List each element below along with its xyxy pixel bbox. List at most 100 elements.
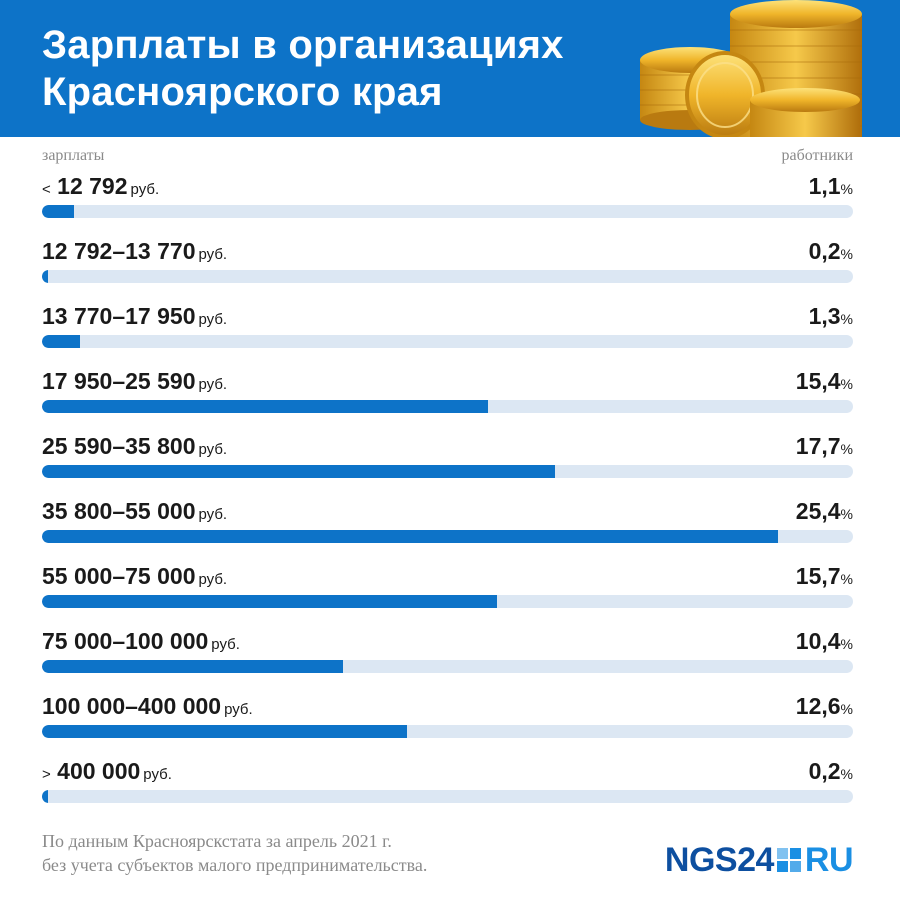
range-value: 55 000–75 000	[42, 563, 196, 589]
chart-row: 35 800–55 000 руб. 25,4%	[42, 497, 853, 547]
chart-row: 17 950–25 590 руб. 15,4%	[42, 367, 853, 417]
bar-track	[42, 400, 853, 413]
share-number: 25,4	[795, 498, 841, 524]
logo-suffix: RU	[804, 840, 854, 879]
logo-text: NGS24	[664, 840, 775, 879]
share-number: 15,7	[795, 563, 841, 589]
range-value: 12 792–13 770	[42, 238, 196, 264]
bar-track	[42, 465, 853, 478]
worker-share-label: 15,4%	[796, 367, 853, 398]
ngs24-logo: NGS24 RU	[664, 840, 854, 880]
share-percent-sign: %	[840, 636, 853, 652]
chart-row: 25 590–35 800 руб. 17,7%	[42, 432, 853, 482]
gold-coins-icon	[640, 0, 862, 137]
share-percent-sign: %	[840, 506, 853, 522]
range-value: 75 000–100 000	[42, 628, 209, 654]
share-percent-sign: %	[840, 571, 853, 587]
range-unit: руб.	[198, 246, 228, 263]
salary-range-label: > 400 000 руб.	[42, 757, 172, 789]
share-percent-sign: %	[840, 441, 853, 457]
bar-track	[42, 595, 853, 608]
range-value: 13 770–17 950	[42, 303, 196, 329]
range-value: 100 000–400 000	[42, 693, 222, 719]
title-line-1: Зарплаты в организациях	[42, 23, 564, 67]
range-unit: руб.	[198, 571, 228, 588]
column-header-workers: работники	[781, 147, 853, 164]
worker-share-label: 1,1%	[809, 172, 853, 203]
bar-track	[42, 270, 853, 283]
worker-share-label: 10,4%	[796, 627, 853, 658]
salary-range-label: 35 800–55 000 руб.	[42, 497, 227, 529]
range-value: 12 792	[57, 173, 128, 199]
range-value: 25 590–35 800	[42, 433, 196, 459]
chart-row: 13 770–17 950 руб. 1,3%	[42, 302, 853, 352]
chart-row: 75 000–100 000 руб. 10,4%	[42, 627, 853, 677]
bar	[42, 725, 407, 738]
chart-row: 12 792–13 770 руб. 0,2%	[42, 237, 853, 287]
bar	[42, 530, 778, 543]
worker-share-label: 25,4%	[796, 497, 853, 528]
share-percent-sign: %	[840, 246, 853, 262]
salary-range-label: 17 950–25 590 руб.	[42, 367, 227, 399]
share-number: 17,7	[795, 433, 841, 459]
share-percent-sign: %	[840, 701, 853, 717]
range-unit: руб.	[198, 376, 228, 393]
worker-share-label: 15,7%	[796, 562, 853, 593]
source-line-1: По данным Красноярскстата за апрель 2021…	[42, 831, 392, 851]
share-number: 1,3	[808, 303, 841, 329]
share-number: 0,2	[808, 238, 841, 264]
salary-range-label: < 12 792 руб.	[42, 172, 159, 204]
chart-row: 55 000–75 000 руб. 15,7%	[42, 562, 853, 612]
share-number: 0,2	[808, 758, 841, 784]
share-percent-sign: %	[840, 376, 853, 392]
bar-track	[42, 335, 853, 348]
share-number: 15,4	[795, 368, 841, 394]
range-value: 17 950–25 590	[42, 368, 196, 394]
bar	[42, 595, 497, 608]
chart-row: > 400 000 руб. 0,2%	[42, 757, 853, 807]
bar-track	[42, 205, 853, 218]
range-prefix: <	[42, 181, 51, 198]
share-percent-sign: %	[840, 311, 853, 327]
column-header-salaries: зарплаты	[42, 147, 105, 164]
salary-range-label: 100 000–400 000 руб.	[42, 692, 253, 724]
salary-range-label: 75 000–100 000 руб.	[42, 627, 240, 659]
worker-share-label: 0,2%	[809, 757, 853, 788]
page-title: Зарплаты в организациях Красноярского кр…	[42, 22, 622, 116]
range-unit: руб.	[198, 441, 228, 458]
source-note: По данным Красноярскстата за апрель 2021…	[42, 829, 602, 877]
bar	[42, 465, 555, 478]
range-unit: руб.	[198, 506, 228, 523]
bar-track	[42, 530, 853, 543]
bar	[42, 335, 80, 348]
bar-track	[42, 725, 853, 738]
share-number: 12,6	[795, 693, 841, 719]
worker-share-label: 1,3%	[809, 302, 853, 333]
chart-row: 100 000–400 000 руб. 12,6%	[42, 692, 853, 742]
bar	[42, 205, 74, 218]
salary-range-label: 25 590–35 800 руб.	[42, 432, 227, 464]
worker-share-label: 0,2%	[809, 237, 853, 268]
range-unit: руб.	[130, 181, 160, 198]
range-unit: руб.	[224, 701, 253, 718]
chart-row: < 12 792 руб. 1,1%	[42, 172, 853, 222]
source-line-2: без учета субъектов малого предпринимате…	[42, 855, 428, 875]
range-unit: руб.	[211, 636, 240, 653]
salary-range-label: 12 792–13 770 руб.	[42, 237, 227, 269]
logo-squares-icon	[776, 848, 801, 872]
bar	[42, 400, 489, 413]
range-unit: руб.	[198, 311, 228, 328]
worker-share-label: 17,7%	[796, 432, 853, 463]
header-banner: Зарплаты в организациях Красноярского кр…	[0, 0, 900, 137]
bar-track	[42, 660, 853, 673]
bar	[42, 790, 48, 803]
bar	[42, 270, 48, 283]
salary-range-label: 13 770–17 950 руб.	[42, 302, 227, 334]
worker-share-label: 12,6%	[796, 692, 853, 723]
title-line-2: Красноярского края	[42, 70, 443, 114]
range-unit: руб.	[143, 766, 172, 783]
range-prefix: >	[42, 766, 51, 783]
share-number: 10,4	[795, 628, 841, 654]
salary-range-label: 55 000–75 000 руб.	[42, 562, 227, 594]
bar	[42, 660, 344, 673]
